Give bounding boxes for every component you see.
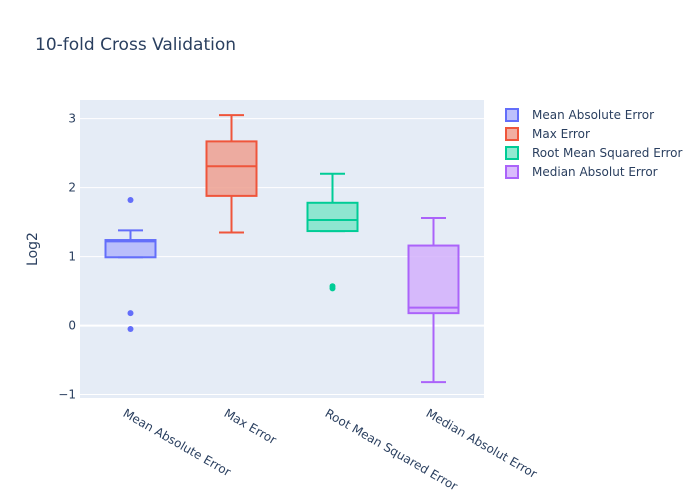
legend-item[interactable]: Max Error bbox=[505, 127, 590, 141]
legend-item[interactable]: Mean Absolute Error bbox=[505, 108, 654, 122]
box-iqr bbox=[104, 239, 157, 259]
outlier-point bbox=[127, 326, 134, 333]
box-iqr bbox=[205, 140, 258, 197]
box-4 bbox=[407, 216, 460, 384]
chart-title: 10-fold Cross Validation bbox=[35, 35, 236, 55]
legend-item[interactable]: Median Absolut Error bbox=[505, 165, 658, 179]
legend[interactable]: Mean Absolute Error Max Error Root Mean Sq… bbox=[505, 108, 683, 179]
legend-label: Median Absolut Error bbox=[532, 165, 658, 179]
y-tick-label: −1 bbox=[58, 388, 76, 402]
legend-label: Root Mean Squared Error bbox=[532, 146, 683, 160]
outlier-point bbox=[329, 285, 336, 292]
legend-swatch bbox=[505, 146, 519, 160]
y-tick-label: 3 bbox=[68, 112, 76, 126]
box-2 bbox=[205, 114, 258, 234]
y-axis-ticks: −1 0 1 2 3 bbox=[58, 112, 76, 402]
legend-label: Max Error bbox=[532, 127, 590, 141]
y-tick-label: 1 bbox=[68, 250, 76, 264]
box-3 bbox=[306, 172, 359, 292]
outlier-point bbox=[127, 310, 134, 317]
legend-swatch bbox=[505, 108, 519, 122]
legend-swatch bbox=[505, 127, 519, 141]
box-iqr bbox=[407, 244, 460, 315]
legend-item[interactable]: Root Mean Squared Error bbox=[505, 146, 683, 160]
y-axis-title: Log2 bbox=[25, 232, 41, 266]
legend-label: Mean Absolute Error bbox=[532, 108, 654, 122]
y-tick-label: 0 bbox=[68, 319, 76, 333]
outlier-point bbox=[127, 197, 134, 204]
box-plots bbox=[104, 114, 460, 384]
legend-swatch bbox=[505, 165, 519, 179]
box-1 bbox=[104, 197, 157, 333]
box-iqr bbox=[306, 201, 359, 233]
y-tick-label: 2 bbox=[68, 181, 76, 195]
